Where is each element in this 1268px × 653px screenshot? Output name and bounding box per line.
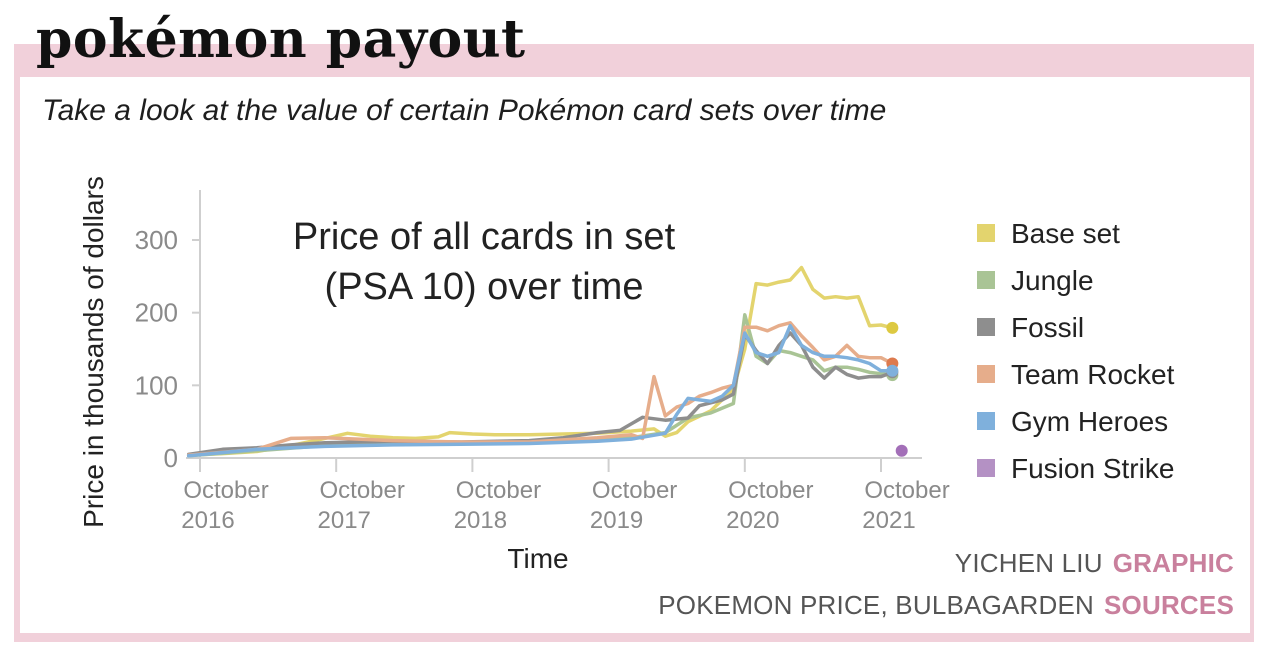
credit-sources-names: POKEMON PRICE, BULBAGARDEN xyxy=(658,590,1095,620)
x-tick-label: 2016 xyxy=(181,507,234,534)
x-tick-label: 2021 xyxy=(862,507,915,534)
page-title: pokémon payout xyxy=(36,9,526,70)
x-tick-label: 2020 xyxy=(726,507,779,534)
legend-label-gym-heroes: Gym Heroes xyxy=(1011,406,1168,437)
x-tick-label: October xyxy=(728,477,813,504)
y-tick-label: 200 xyxy=(135,298,178,328)
chart-title: (PSA 10) over time xyxy=(325,266,644,308)
legend-swatch-jungle xyxy=(977,271,995,289)
credit-author-role: GRAPHIC xyxy=(1112,548,1234,578)
legend-label-team-rocket: Team Rocket xyxy=(1011,359,1175,390)
credit-sources-role: SOURCES xyxy=(1104,590,1234,620)
series-end-point-gym-heroes xyxy=(886,364,899,377)
legend-label-fossil: Fossil xyxy=(1011,312,1084,343)
legend-swatch-gym-heroes xyxy=(977,412,995,430)
chart-title: Price of all cards in set xyxy=(293,216,676,258)
series-end-point-fusion-strike xyxy=(895,444,908,457)
y-axis-label: Price in thousands of dollars xyxy=(78,176,109,528)
chart-axes: 0 100 200 300 October 2016 October 2017 October 2… xyxy=(78,176,950,574)
y-tick-label: 300 xyxy=(135,225,178,255)
x-tick-label: October xyxy=(183,477,268,504)
x-tick-label: October xyxy=(320,477,405,504)
chart-legend: Base set Jungle Fossil Team Rocket Gym Heroe… xyxy=(977,218,1175,484)
series-end-point-base-set xyxy=(886,321,899,334)
series-line-gym-heroes xyxy=(186,323,895,458)
x-tick-label: 2018 xyxy=(454,507,507,534)
legend-swatch-team-rocket xyxy=(977,365,995,383)
credit-sources: POKEMON PRICE, BULBAGARDEN SOURCES xyxy=(658,590,1234,621)
chart-panel xyxy=(20,77,1250,633)
x-tick-label: 2019 xyxy=(590,507,643,534)
series-line-base-set xyxy=(186,265,895,457)
x-axis-label: Time xyxy=(507,543,568,574)
page-subtitle: Take a look at the value of certain Poké… xyxy=(42,94,887,127)
y-tick-label: 100 xyxy=(135,370,178,400)
x-tick-label: October xyxy=(864,477,949,504)
legend-label-jungle: Jungle xyxy=(1011,265,1094,296)
legend-swatch-base-set xyxy=(977,224,995,242)
legend-swatch-fusion-strike xyxy=(977,459,995,477)
credit-author: YICHEN LIU xyxy=(954,548,1103,578)
x-tick-label: October xyxy=(456,477,541,504)
y-tick-label: 0 xyxy=(164,443,178,473)
legend-swatch-fossil xyxy=(977,318,995,336)
legend-label-base-set: Base set xyxy=(1011,218,1120,249)
x-tick-label: October xyxy=(592,477,677,504)
x-tick-label: 2017 xyxy=(318,507,371,534)
credit-graphic: YICHEN LIU GRAPHIC xyxy=(955,548,1234,579)
legend-label-fusion-strike: Fusion Strike xyxy=(1011,453,1174,484)
series-lines xyxy=(186,265,908,458)
